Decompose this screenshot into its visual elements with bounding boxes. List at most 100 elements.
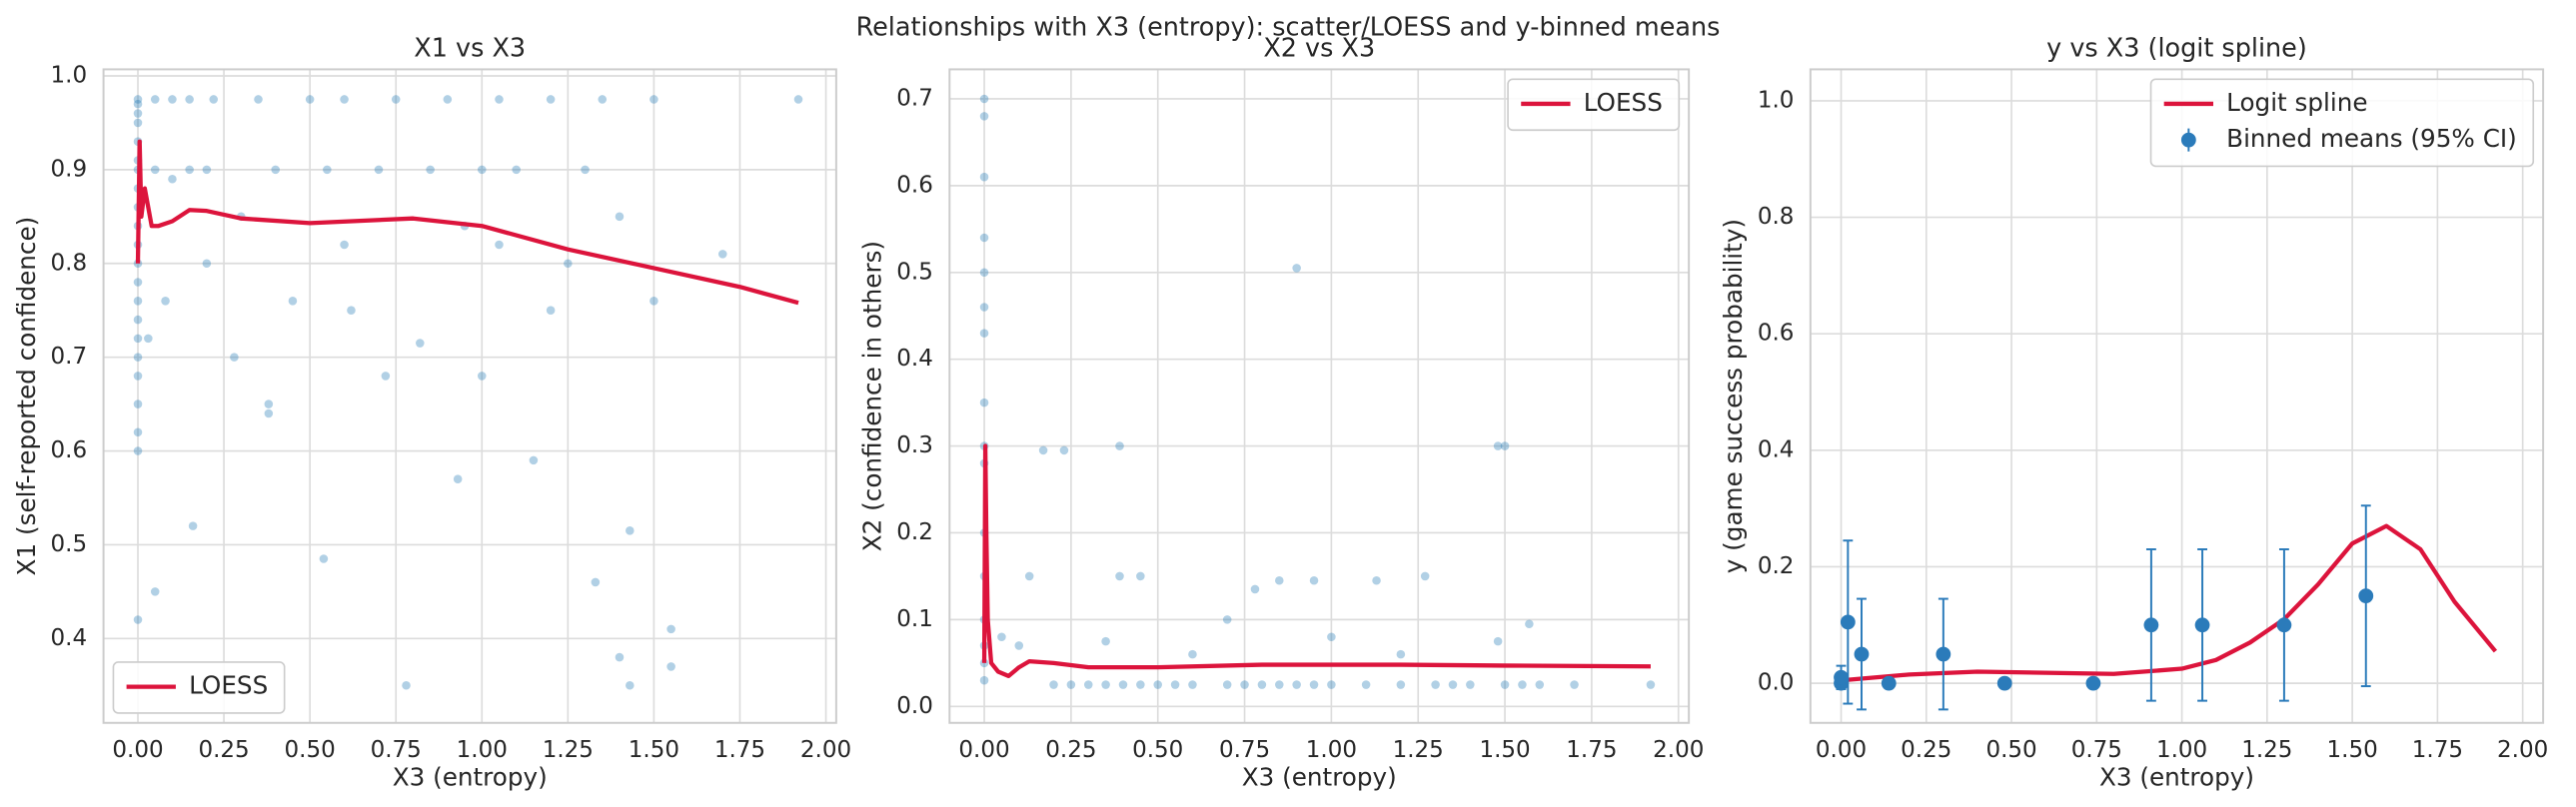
legend-label: LOESS <box>1584 88 1663 117</box>
scatter-point <box>133 95 143 104</box>
scatter-point <box>1222 615 1232 624</box>
x-tick-label: 1.25 <box>1393 737 1444 763</box>
scatter-point <box>1136 680 1145 689</box>
y-tick-label: 0.0 <box>896 693 933 719</box>
scatter-point <box>209 95 219 104</box>
scatter-point <box>1493 441 1503 450</box>
y-tick-label: 1.0 <box>1758 87 1795 113</box>
line <box>135 139 799 306</box>
scatter-point <box>1136 571 1145 581</box>
scatter-point <box>1518 680 1527 689</box>
x-tick-label: 0.25 <box>1045 737 1096 763</box>
scatter-point <box>133 353 143 362</box>
x-tick-label: 1.75 <box>714 737 765 763</box>
scatter-point <box>1257 680 1267 689</box>
x-tick-label: 0.75 <box>371 737 422 763</box>
scatter-point <box>1646 680 1656 689</box>
scatter-point <box>979 398 989 407</box>
x-axis-label: X3 (entropy) <box>1242 763 1397 792</box>
scatter-point <box>133 400 143 408</box>
scatter-point <box>615 652 625 662</box>
plot-frame <box>1809 68 2545 724</box>
scatter-point <box>1275 680 1284 689</box>
scatter-point <box>626 680 635 690</box>
x-tick-label: 0.25 <box>1901 737 1951 763</box>
binned-mean <box>2194 617 2210 633</box>
scatter-point <box>793 95 803 104</box>
x-tick-label: 0.50 <box>1985 737 2036 763</box>
y-tick-label: 0.7 <box>51 344 88 370</box>
binned-mean <box>1854 646 1870 662</box>
x-tick-label: 0.75 <box>1219 737 1270 763</box>
scatter-point <box>1525 619 1534 628</box>
x-tick-label: 0.00 <box>1816 737 1867 763</box>
scatter-point <box>1535 680 1545 689</box>
legend: Logit spline Binned means (95% CI) <box>2149 78 2535 168</box>
scatter-point <box>649 95 658 104</box>
scatter-point <box>1014 641 1024 650</box>
y-axis-label: X1 (self-reported confidence) <box>12 217 41 576</box>
y-tick-label: 0.7 <box>896 85 933 111</box>
scatter-point <box>979 329 989 338</box>
scatter-point <box>264 408 274 418</box>
x-tick-label: 0.50 <box>1132 737 1183 763</box>
scatter-point <box>144 334 153 344</box>
scatter-point <box>529 455 539 465</box>
scatter-point <box>150 587 160 596</box>
y-tick-label: 0.4 <box>1758 436 1795 462</box>
x-tick-label: 0.50 <box>285 737 336 763</box>
y-axis-label: X2 (confidence in others) <box>858 241 887 551</box>
legend-handle <box>2180 132 2196 148</box>
scatter-point <box>1309 680 1319 689</box>
scatter-point <box>1493 636 1503 646</box>
y-tick-label: 1.0 <box>51 62 88 88</box>
scatter-point <box>168 95 177 104</box>
scatter-point <box>254 95 263 104</box>
scatter-point <box>133 297 143 306</box>
scatter-point <box>185 165 194 175</box>
scatter-point <box>1309 575 1319 585</box>
scatter-point <box>1188 680 1197 689</box>
scatter-point <box>717 250 727 259</box>
scatter-point <box>133 118 143 128</box>
binned-mean <box>1935 646 1951 662</box>
scatter-point <box>1115 571 1124 581</box>
y-tick-label: 0.8 <box>51 250 88 276</box>
line <box>981 443 1651 678</box>
x-tick-label: 1.50 <box>1479 737 1530 763</box>
scatter-point <box>1420 571 1430 581</box>
scatter-point <box>1240 680 1249 689</box>
scatter-point <box>1101 680 1110 689</box>
scatter-point <box>1170 680 1180 689</box>
scatter-point <box>1222 680 1232 689</box>
scatter-point <box>305 95 315 104</box>
binned-mean <box>2276 617 2292 633</box>
line <box>1841 523 2498 683</box>
y-tick-label: 0.9 <box>51 156 88 182</box>
binned-mean <box>2143 617 2159 633</box>
scatter-point <box>416 339 425 348</box>
scatter-point <box>1327 680 1336 689</box>
scatter-point <box>1431 680 1440 689</box>
scatter-point <box>188 521 198 530</box>
y-tick-label: 0.1 <box>896 606 933 632</box>
y-tick-label: 0.5 <box>896 259 933 285</box>
legend-frame <box>112 661 286 714</box>
x-tick-label: 2.00 <box>2497 737 2548 763</box>
x-tick-label: 1.75 <box>2412 737 2463 763</box>
y-tick-label: 0.4 <box>896 346 933 372</box>
scatter-point <box>323 165 332 175</box>
scatter-point <box>546 306 556 315</box>
scatter-point <box>1038 445 1048 455</box>
scatter-point <box>1448 680 1458 689</box>
scatter-point <box>161 297 170 306</box>
y-tick-label: 0.6 <box>1758 321 1795 347</box>
y-tick-label: 0.5 <box>51 531 88 557</box>
scatter-point <box>649 297 658 306</box>
scatter-point <box>1361 680 1371 689</box>
scatter-point <box>591 577 601 587</box>
subplot: 0.00 0.25 0.50 0.75 1.00 1.25 1.50 1.75 2.00 0.4 0… <box>12 34 851 792</box>
scatter-point <box>340 95 349 104</box>
scatter-point <box>133 446 143 455</box>
